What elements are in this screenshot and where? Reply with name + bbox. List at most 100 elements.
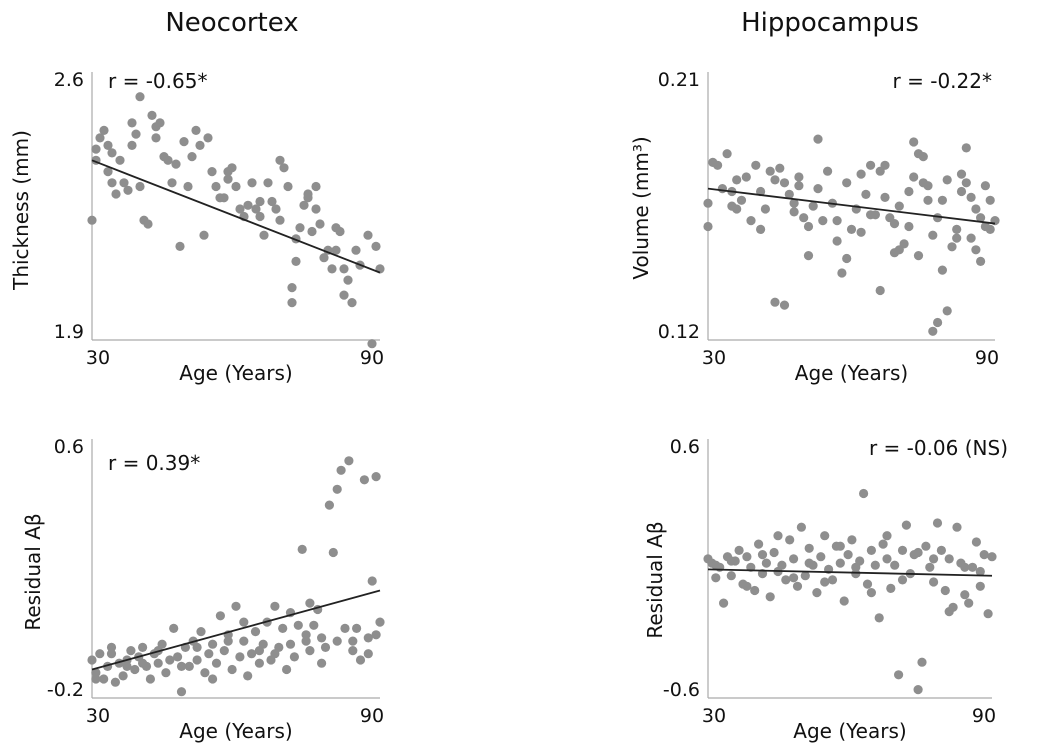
neocortex-abeta-point [305,598,315,608]
hippocampus-abeta-ylabel: Residual Aβ [643,521,667,638]
neocortex-thickness-point [199,230,209,240]
neocortex-abeta-point [352,623,362,634]
hippocampus-abeta-point [882,554,892,564]
hippocampus-volume-point [937,195,948,205]
neocortex-thickness-point [167,178,177,188]
hippocampus-abeta-ytick-top: 0.6 [670,436,700,458]
neocortex-thickness-point [287,298,297,308]
hippocampus-volume-point [856,227,866,237]
hippocampus-volume-point [909,172,919,182]
neocortex-thickness-point [247,178,257,188]
hippocampus-abeta-point [816,552,826,562]
neocortex-abeta-point [371,472,381,482]
neocortex-abeta-xlabel: Age (Years) [179,719,292,743]
neocortex-title: Neocortex [165,8,299,38]
hippocampus-volume-point [784,189,794,199]
hippocampus-volume-point [732,204,742,214]
hippocampus-volume-point [971,204,981,214]
hippocampus-abeta-point [742,552,752,562]
hippocampus-abeta-point [975,566,985,577]
hippocampus-volume-point [703,221,713,232]
hippocampus-abeta-point [925,562,935,572]
hippocampus-volume-point [803,251,814,261]
neocortex-thickness-point [155,118,165,128]
hippocampus-volume-point [722,149,732,159]
neocortex-abeta-point [122,661,132,672]
neocortex-thickness-point [211,181,221,192]
hippocampus-abeta-point [929,554,939,564]
neocortex-abeta-point [219,646,229,656]
neocortex-abeta-point [336,465,346,475]
hippocampus-volume-point [937,265,948,275]
hippocampus-abeta-point [929,577,939,587]
neocortex-thickness-point [291,256,301,266]
hippocampus-abeta-point [765,592,775,602]
hippocampus-volume-point [736,195,747,205]
hippocampus-abeta-point [882,531,892,541]
hippocampus-volume-point [923,181,933,191]
neocortex-abeta-point [363,649,373,659]
hippocampus-abeta-point [757,550,768,560]
neocortex-abeta-point [106,642,117,653]
neocortex-thickness-point [319,253,329,263]
neocortex-abeta-point [375,617,385,627]
hippocampus-abeta-point [839,596,849,606]
hippocampus-abeta-point [711,560,721,570]
neocortex-abeta-point [282,664,292,675]
neocortex-abeta-point [270,601,280,611]
hippocampus-volume-point [703,198,713,208]
neocortex-abeta-point [200,668,210,678]
neocortex-abeta-point [192,655,202,665]
neocortex-abeta-point [301,630,311,640]
neocortex-abeta-point [348,646,358,656]
neocortex-abeta-point [165,655,175,665]
neocortex-thickness-point [351,245,361,255]
hippocampus-abeta-point [878,539,888,549]
neocortex-thickness-point [111,189,121,199]
neocortex-abeta-point [138,642,148,653]
neocortex-thickness-point [127,118,137,128]
neocortex-abeta-point [239,636,249,646]
hippocampus-abeta-point [960,562,970,572]
neocortex-abeta-point [363,633,373,643]
neocortex-thickness-point [207,167,217,177]
hippocampus-abeta-point [781,575,791,585]
neocortex-abeta-point [91,668,101,678]
neocortex-abeta-point [289,652,299,662]
hippocampus-abeta-point [734,545,744,556]
neocortex-thickness-xtick-right: 90 [360,347,384,369]
hippocampus-volume-point [756,224,766,234]
neocortex-thickness-point [103,140,113,150]
neocortex-thickness-point [311,204,321,214]
neocortex-abeta-point [332,484,342,494]
neocortex-thickness-point [363,230,373,240]
neocortex-abeta-point [130,664,140,675]
hippocampus-abeta-point [932,518,943,528]
hippocampus-volume-point [913,251,924,261]
hippocampus-abeta-point [975,581,985,591]
neocortex-thickness-point [231,181,241,192]
hippocampus-abeta-point [897,575,908,585]
hippocampus-abeta-point [835,541,845,551]
hippocampus-volume-point [813,134,823,144]
neocortex-thickness-point [339,290,349,300]
hippocampus-volume-ylabel: Volume (mm³) [629,136,653,279]
hippocampus-abeta-point [913,547,923,558]
neocortex-abeta-point [317,633,327,643]
neocortex-thickness-point [107,178,117,188]
hippocampus-abeta-xtick-right: 90 [972,705,996,727]
neocortex-abeta-point [99,674,109,684]
hippocampus-abeta-point [750,585,760,596]
hippocampus-volume-point [832,216,842,226]
hippocampus-volume-point [966,233,976,243]
neocortex-abeta-point [293,620,303,630]
hippocampus-abeta-point [804,543,814,553]
neocortex-thickness-point [91,144,101,154]
hippocampus-abeta-point [820,577,830,587]
neocortex-abeta-point [227,664,237,675]
neocortex-abeta-point [169,623,179,634]
neocortex-thickness-point [179,137,189,147]
neocortex-thickness-point [235,204,245,214]
hippocampus-volume-point [751,160,761,170]
neocortex-abeta-point [332,636,342,646]
